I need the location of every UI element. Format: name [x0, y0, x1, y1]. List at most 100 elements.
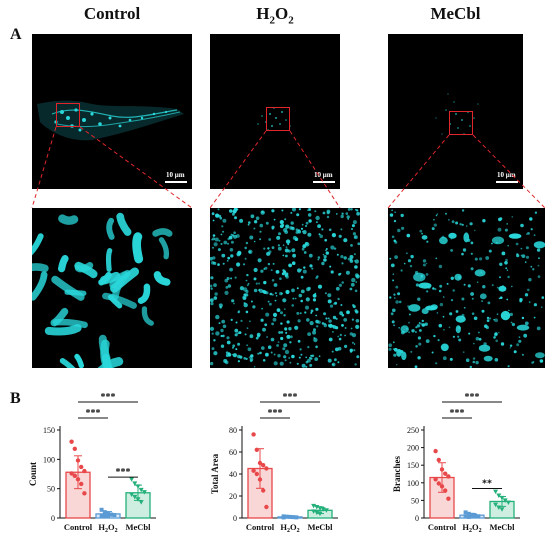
data-point — [439, 467, 445, 472]
x-tick-label: H2O2 — [280, 522, 299, 534]
data-point — [493, 489, 499, 495]
significance-label: *** — [283, 392, 298, 403]
data-point — [72, 446, 77, 451]
data-point — [502, 498, 508, 503]
data-point — [257, 477, 263, 482]
chart-branches: Branches 0 50 100 150 200 250 Control H2O2 MeCbl *… — [392, 392, 520, 534]
data-point — [284, 514, 289, 519]
micrograph-mecbl: 10 μm — [388, 34, 523, 189]
y-tick-label: 0 — [415, 514, 419, 523]
zoom-region-mecbl — [449, 111, 473, 135]
x-tick-label: MeCbl — [125, 522, 151, 532]
data-point — [496, 493, 502, 498]
y-tick-label: 50 — [411, 496, 419, 505]
data-point — [129, 477, 135, 482]
data-point — [99, 507, 104, 512]
bar-category-mecbl — [125, 492, 151, 519]
data-point — [79, 481, 84, 487]
data-point — [439, 484, 445, 489]
data-point — [317, 511, 323, 517]
data-point — [254, 447, 259, 452]
data-point — [463, 510, 468, 515]
data-point — [251, 432, 256, 437]
data-point — [72, 473, 77, 478]
y-tick-label: 200 — [407, 444, 419, 453]
x-tick-label: Control — [246, 522, 275, 532]
zoom-h2o2-mitochondria — [210, 208, 360, 368]
data-point — [79, 464, 84, 470]
data-point — [261, 488, 266, 493]
data-point — [291, 515, 296, 520]
y-tick-label: 100 — [43, 455, 55, 464]
significance-label: *** — [116, 467, 131, 478]
data-point — [433, 448, 438, 454]
y-tick-label: 50 — [47, 485, 55, 494]
data-point — [433, 477, 438, 482]
y-axis-label: Branches — [392, 456, 402, 492]
mitochondria-partial-network — [388, 209, 545, 368]
data-point — [109, 512, 114, 517]
data-point — [463, 514, 468, 519]
zoomed-micrograph-h2o2 — [210, 208, 360, 368]
zoomed-micrograph-mecbl — [388, 208, 545, 368]
x-tick-label: Control — [64, 522, 93, 532]
x-tick-label: MeCbl — [307, 522, 333, 532]
data-point — [69, 439, 74, 444]
data-point — [499, 507, 505, 512]
data-point — [466, 511, 471, 516]
data-point — [69, 471, 74, 476]
data-point — [129, 492, 135, 498]
scale-bar — [496, 181, 518, 183]
zoom-region-control — [56, 103, 80, 127]
data-point — [141, 490, 147, 495]
data-point — [476, 514, 481, 519]
y-tick-label: 250 — [407, 426, 419, 435]
scale-bar — [165, 181, 187, 183]
data-point — [135, 497, 141, 502]
data-point — [499, 495, 505, 501]
panel-label-a: A — [10, 26, 22, 43]
y-tick-label: 0 — [51, 514, 55, 523]
y-tick-label: 100 — [407, 479, 419, 488]
data-point — [493, 502, 499, 508]
data-point — [106, 514, 110, 519]
data-point — [106, 511, 110, 516]
data-point — [75, 477, 81, 482]
data-point — [102, 510, 107, 515]
data-point — [257, 460, 263, 466]
scale-label: 10 μm — [166, 171, 185, 179]
column-title-control: Control — [83, 4, 141, 23]
y-axis-label: Count — [28, 462, 38, 486]
data-point — [135, 484, 141, 489]
y-tick-label: 80 — [229, 426, 237, 435]
data-point — [496, 505, 502, 510]
zoom-region-h2o2 — [266, 107, 290, 131]
data-point — [436, 457, 441, 463]
y-axis-label: Total Area — [210, 453, 220, 494]
significance-label: *** — [86, 408, 101, 419]
data-point — [281, 515, 286, 520]
data-point — [251, 468, 256, 473]
data-point — [138, 500, 144, 505]
data-point — [470, 512, 474, 517]
data-point — [132, 481, 138, 486]
y-tick-label: 0 — [233, 514, 237, 523]
data-point — [82, 468, 87, 474]
y-tick-label: 20 — [229, 492, 237, 501]
cell-control-shape — [37, 100, 184, 141]
chart-total-area: Total Area 0 20 40 60 80 Control H2O2 MeCbl *****… — [210, 392, 338, 534]
column-title-mecbl: MeCbl — [430, 4, 481, 23]
mitochondria-fragments — [210, 208, 360, 368]
mitochondria-network — [32, 212, 173, 368]
data-point — [443, 471, 448, 476]
data-point — [466, 514, 471, 519]
data-point — [99, 513, 104, 518]
significance-label: *** — [268, 408, 283, 419]
zoom-guide-lines — [31, 126, 546, 209]
x-tick-label: Control — [428, 522, 457, 532]
y-tick-label: 60 — [229, 448, 237, 457]
y-tick-label: 40 — [229, 470, 237, 479]
zoom-control-mitochondria — [32, 212, 173, 368]
scale-label: 10 μm — [314, 171, 333, 179]
data-point — [323, 508, 329, 513]
